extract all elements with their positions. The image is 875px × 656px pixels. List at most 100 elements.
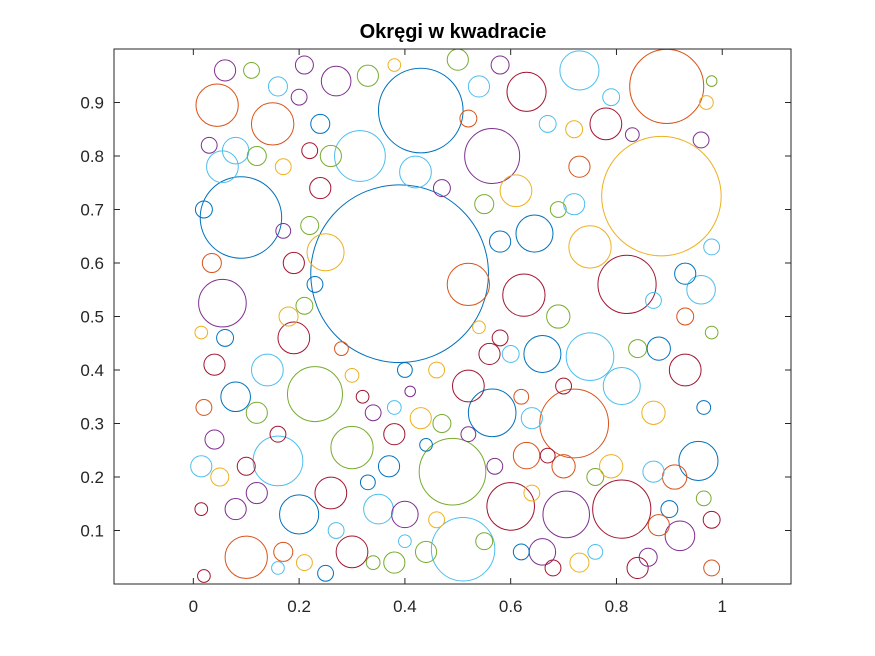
circle-mark: [331, 426, 373, 468]
circle-mark: [679, 441, 718, 480]
circle-mark: [225, 499, 246, 520]
circle-mark: [429, 362, 445, 378]
circle-mark: [201, 137, 217, 153]
circle-mark: [246, 402, 267, 423]
circle-mark: [547, 305, 570, 328]
y-tick-label: 0.6: [80, 254, 104, 273]
circle-mark: [307, 234, 344, 271]
circle-mark: [364, 494, 394, 524]
circle-mark: [252, 103, 294, 145]
circle-mark: [646, 293, 662, 309]
circle-mark: [222, 137, 248, 163]
circle-mark: [703, 511, 720, 528]
circle-mark: [272, 562, 285, 575]
y-axis: 0.1 0.2 0.3 0.4 0.5 0.6 0.7 0.8 0.9: [80, 94, 791, 541]
circle-mark: [405, 386, 416, 397]
x-tick-label: 0: [189, 597, 198, 616]
circle-mark: [473, 321, 486, 334]
circle-mark: [524, 335, 561, 372]
circle-mark: [697, 401, 711, 415]
circle-mark: [661, 501, 678, 518]
circle-mark: [696, 491, 711, 506]
x-tick-label: 0.4: [393, 597, 417, 616]
circle-mark: [590, 108, 622, 140]
circle-mark: [302, 143, 318, 159]
circle-mark: [479, 343, 500, 364]
circle-mark: [321, 66, 351, 96]
circle-mark: [400, 156, 432, 188]
circle-mark: [301, 217, 319, 235]
circle-mark: [247, 146, 266, 165]
circle-mark: [461, 427, 476, 442]
circle-mark: [311, 114, 330, 133]
circle-mark: [677, 308, 694, 325]
circle-mark: [388, 59, 401, 72]
circle-mark: [521, 408, 542, 429]
circle-mark: [642, 401, 665, 424]
circle-mark: [217, 329, 234, 346]
x-tick-label: 0.2: [287, 597, 311, 616]
y-tick-label: 0.9: [80, 94, 104, 113]
circle-mark: [513, 442, 539, 468]
circle-mark: [516, 215, 553, 252]
circle-mark: [268, 77, 287, 96]
circle-mark: [205, 430, 224, 449]
circle-mark: [360, 475, 375, 490]
circle-mark: [556, 378, 572, 394]
circle-mark: [453, 370, 485, 402]
circle-mark: [315, 477, 347, 509]
circle-mark: [278, 322, 310, 354]
circle-mark: [287, 367, 342, 422]
circle-mark: [310, 178, 331, 199]
circle-mark: [687, 275, 716, 304]
circle-mark: [398, 363, 413, 378]
circles-layer: [191, 49, 721, 582]
circle-mark: [384, 424, 405, 445]
circle-mark: [283, 252, 304, 273]
circle-mark: [447, 49, 468, 70]
circle-mark: [420, 439, 433, 452]
circle-mark: [429, 512, 445, 528]
circle-mark: [503, 274, 545, 316]
circle-mark: [195, 503, 208, 516]
circle-mark: [365, 405, 381, 421]
circle-mark: [311, 185, 489, 363]
circle-mark: [639, 548, 657, 566]
circle-mark: [335, 342, 349, 356]
circle-mark: [295, 56, 313, 74]
circle-mark: [280, 495, 319, 534]
x-axis: 0 0.2 0.4 0.6 0.8 1: [189, 49, 727, 616]
y-tick-label: 0.5: [80, 308, 104, 327]
circle-mark: [630, 49, 704, 123]
circle-mark: [211, 468, 229, 486]
circle-mark: [246, 482, 267, 503]
y-tick-label: 0.7: [80, 201, 104, 220]
circle-mark: [237, 457, 255, 475]
circle-mark: [693, 132, 709, 148]
circle-mark: [335, 131, 386, 182]
circle-mark: [524, 485, 540, 501]
y-tick-label: 0.3: [80, 415, 104, 434]
circle-mark: [392, 501, 418, 527]
circle-mark: [320, 145, 341, 166]
circle-mark: [476, 533, 493, 550]
circle-mark: [447, 263, 489, 305]
circle-mark: [318, 565, 334, 581]
circle-mark: [540, 389, 609, 458]
circle-mark: [593, 480, 651, 538]
circle-mark: [252, 354, 284, 386]
circle-mark: [507, 72, 546, 111]
circle-mark: [600, 455, 623, 478]
circle-mark: [603, 368, 640, 405]
circle-mark: [366, 556, 380, 570]
circle-mark: [704, 239, 720, 255]
circle-mark: [569, 226, 611, 268]
circle-mark: [214, 60, 235, 81]
circle-mark: [704, 560, 720, 576]
y-tick-label: 0.2: [80, 468, 104, 487]
circle-mark: [419, 438, 486, 505]
circle-mark: [643, 461, 664, 482]
circle-mark: [296, 297, 313, 314]
circle-mark: [602, 136, 722, 256]
